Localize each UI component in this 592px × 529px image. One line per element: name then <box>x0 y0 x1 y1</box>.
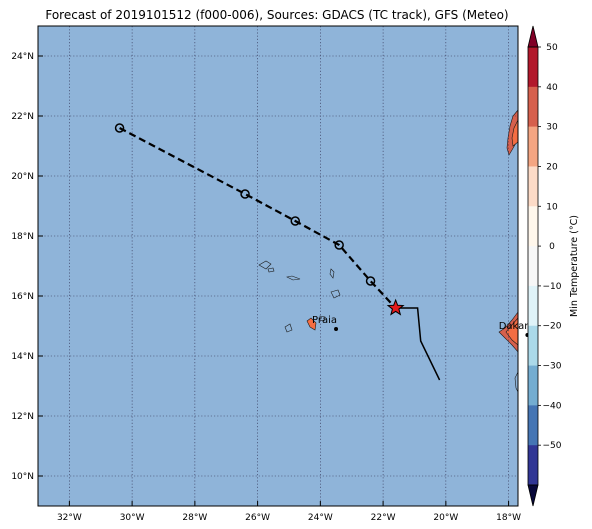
island-fogo <box>284 323 293 333</box>
colorbar-tick-label: −20 <box>543 322 562 332</box>
x-tick-label: 24°W <box>308 513 333 523</box>
track-point-marker <box>290 216 301 226</box>
island-santo-antao <box>258 260 272 270</box>
colorbar-tick-label: −30 <box>543 362 562 372</box>
colorbar-extend-top <box>527 25 539 48</box>
y-tick-label: 10°N <box>11 472 34 482</box>
forecast-track-line <box>119 127 397 309</box>
island-sao-nicolau <box>286 275 301 281</box>
y-tick-label: 24°N <box>11 52 34 62</box>
colorbar-band <box>528 246 538 287</box>
colorbar-band <box>528 86 538 127</box>
colorbar-tick-label: 30 <box>546 123 558 133</box>
track-points <box>114 123 376 286</box>
colorbar-tick-label: 50 <box>546 43 558 53</box>
colorbar-tick-label: 0 <box>549 242 555 252</box>
city-dot <box>334 327 339 331</box>
colorbar-tick-label: 10 <box>546 202 558 212</box>
y-tick-label: 22°N <box>11 112 34 122</box>
x-tick-label: 26°W <box>245 513 270 523</box>
y-tick-label: 12°N <box>11 412 34 422</box>
colorbar: 50 40 30 20 10 0 −10 −20 −30 −40 −50 <box>527 25 562 507</box>
island-sal <box>329 268 335 279</box>
y-tick-label: 16°N <box>11 292 34 302</box>
colorbar-tick-label: −50 <box>543 441 562 451</box>
y-axis: 10°N 12°N 14°N 16°N 18°N 20°N 22°N 24°N <box>11 52 43 482</box>
current-position-star-marker <box>386 298 405 316</box>
colorbar-band <box>528 47 538 88</box>
island-sao-vicente <box>267 267 275 273</box>
x-tick-label: 22°W <box>371 513 396 523</box>
city-label: Dakar <box>499 321 530 332</box>
colorbar-tick-label: 40 <box>546 83 558 93</box>
colorbar-band <box>528 365 538 406</box>
y-tick-label: 20°N <box>11 172 34 182</box>
colorbar-tick-label: −40 <box>543 401 562 411</box>
colorbar-extend-bottom <box>527 484 539 507</box>
colorbar-band <box>528 166 538 207</box>
colorbar-band <box>528 126 538 167</box>
colorbar-band <box>528 206 538 247</box>
x-axis: 32°W 30°W 28°W 26°W 24°W 22°W 20°W 18°W <box>57 501 521 523</box>
map-frame <box>37 25 519 507</box>
x-tick-label: 30°W <box>120 513 145 523</box>
map-grid <box>38 26 518 506</box>
colorbar-tick-label: 20 <box>546 162 558 172</box>
africa-coastline <box>498 109 519 393</box>
colorbar-label: Min Temperature (°C) <box>569 215 580 317</box>
island-maio <box>319 315 326 322</box>
ocean-background <box>38 26 518 506</box>
track-point-marker <box>240 189 250 199</box>
y-tick-label: 14°N <box>11 352 34 362</box>
colorbar-band <box>528 285 538 327</box>
x-tick-label: 18°W <box>496 513 521 523</box>
star-icon <box>386 298 405 316</box>
observed-track-line <box>395 307 441 381</box>
colorbar-frame <box>527 46 539 486</box>
track-point-marker <box>365 276 376 286</box>
island-santiago <box>306 317 317 331</box>
map-panel: Praia Dakar <box>37 25 530 507</box>
x-tick-label: 32°W <box>57 513 82 523</box>
chart-title: Forecast of 2019101512 (f000-006), Sourc… <box>45 8 508 22</box>
x-tick-label: 28°W <box>182 513 207 523</box>
colorbar-band <box>528 445 538 486</box>
colorbar-band <box>528 405 538 446</box>
colorbar-band <box>528 325 538 366</box>
x-tick-label: 20°W <box>433 513 458 523</box>
y-tick-label: 18°N <box>11 232 34 242</box>
colorbar-tick-label: −10 <box>543 282 562 292</box>
track-point-marker <box>114 123 125 133</box>
city-label: Praia <box>312 315 337 326</box>
track-point-marker <box>334 240 344 250</box>
cape-verde-islands <box>258 260 341 333</box>
